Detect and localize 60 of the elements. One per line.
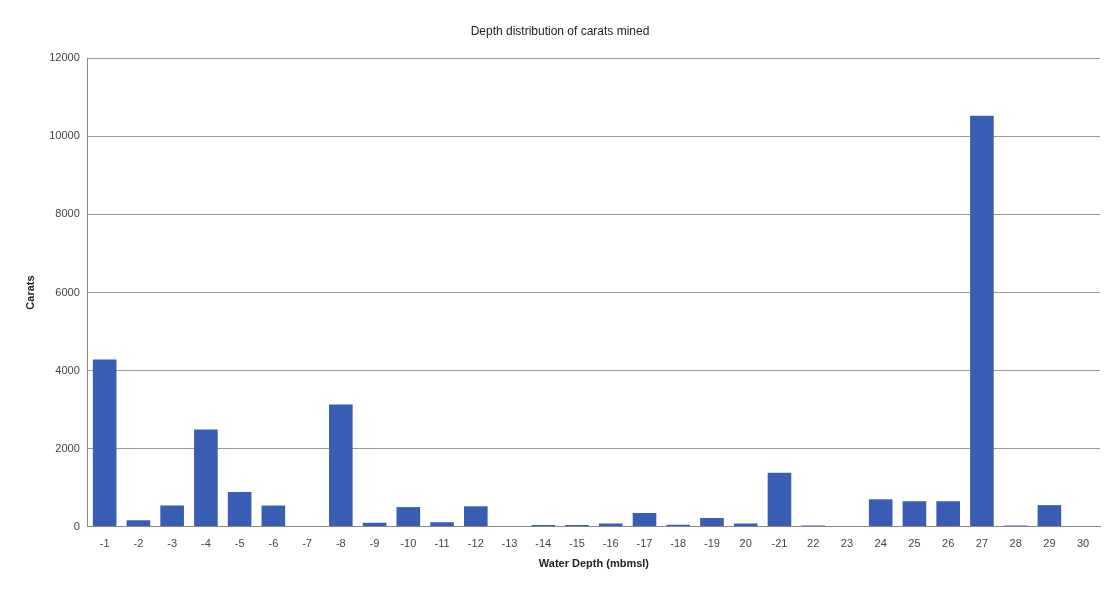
x-tick-label: -1 xyxy=(99,537,110,550)
bar xyxy=(1037,505,1062,527)
y-tick-label: 12000 xyxy=(49,51,80,64)
y-tick-label: 4000 xyxy=(55,363,80,376)
x-tick-label: -18 xyxy=(670,537,687,550)
y-tick-label: 10000 xyxy=(49,129,80,142)
bar xyxy=(329,404,353,527)
bar xyxy=(902,501,927,527)
x-tick-label: 22 xyxy=(807,537,820,550)
x-tick-label: -3 xyxy=(167,537,178,550)
x-tick-label: -4 xyxy=(200,537,211,550)
bar xyxy=(160,505,184,527)
x-tick-label: 29 xyxy=(1043,537,1056,550)
x-tick-label: -19 xyxy=(704,537,720,550)
x-tick-label: -21 xyxy=(771,537,788,550)
x-tick-label: 30 xyxy=(1077,537,1090,550)
x-tick-label: 27 xyxy=(975,537,989,550)
bar xyxy=(227,491,252,527)
x-tick-label: -12 xyxy=(467,537,484,550)
bar xyxy=(463,506,488,527)
x-tick-label: -15 xyxy=(569,537,585,550)
chart-title: Depth distribution of carats mined xyxy=(470,23,650,38)
x-tick-label: -11 xyxy=(434,537,450,550)
x-tick-label: 25 xyxy=(908,537,921,550)
x-tick-label: -17 xyxy=(636,537,653,550)
x-tick-label: 28 xyxy=(1009,537,1022,550)
x-tick-label: -13 xyxy=(501,537,518,550)
x-tick-label: -2 xyxy=(133,537,144,550)
bar xyxy=(261,505,286,527)
bar xyxy=(936,501,960,527)
bar xyxy=(194,429,218,527)
bar xyxy=(868,499,893,527)
bar xyxy=(767,472,792,527)
y-axis-title: Carats xyxy=(23,275,36,310)
y-tick-label: 0 xyxy=(73,519,80,532)
x-tick-label: -7 xyxy=(302,537,312,550)
x-tick-label: -5 xyxy=(234,537,245,550)
x-tick-label: 24 xyxy=(874,537,887,550)
bar xyxy=(92,359,117,527)
x-axis-title: Water Depth (mbmsl) xyxy=(538,557,650,570)
bar xyxy=(396,507,421,527)
x-tick-label: 23 xyxy=(840,537,854,550)
x-tick-label: 20 xyxy=(739,537,752,550)
y-tick-label: 2000 xyxy=(55,441,80,454)
x-tick-label: -14 xyxy=(535,537,552,550)
y-tick-label: 6000 xyxy=(55,285,80,298)
x-tick-label: -10 xyxy=(400,537,417,550)
x-tick-label: -8 xyxy=(335,537,346,550)
x-tick-label: 26 xyxy=(942,537,955,550)
bar xyxy=(126,520,151,527)
x-tick-label: -16 xyxy=(602,537,619,550)
bar xyxy=(970,115,994,527)
bar xyxy=(632,512,657,527)
bar xyxy=(430,522,454,527)
bar xyxy=(700,518,724,527)
y-tick-label: 8000 xyxy=(55,207,80,220)
bar xyxy=(598,523,623,527)
bar xyxy=(733,523,758,527)
x-tick-label: -6 xyxy=(268,537,279,550)
x-tick-label: -9 xyxy=(369,537,380,550)
